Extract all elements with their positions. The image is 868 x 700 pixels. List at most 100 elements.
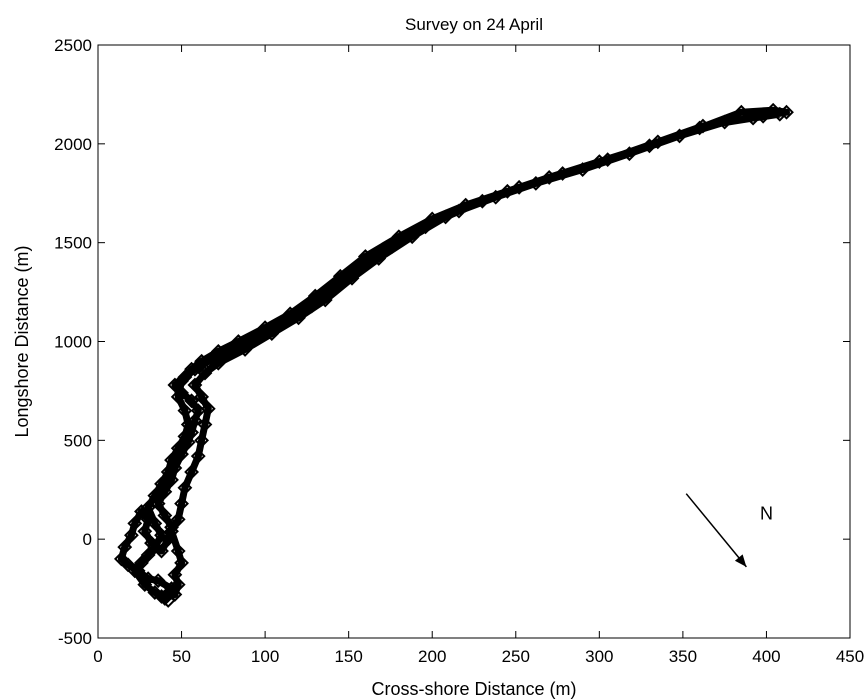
data-point [140, 511, 156, 527]
data-point [371, 251, 387, 266]
y-tick-label: -500 [58, 629, 92, 648]
chart-title: Survey on 24 April [405, 15, 543, 34]
y-tick-label: 2500 [54, 36, 92, 55]
north-arrow-head [734, 554, 747, 567]
data-point [488, 189, 504, 205]
data-point [555, 166, 570, 181]
data-point [167, 567, 183, 583]
data-point [124, 527, 139, 543]
data-point [164, 519, 179, 535]
data-point [184, 361, 199, 377]
data-point [418, 219, 433, 235]
axis-labels: Cross-shore Distance (m) Longshore Dista… [12, 245, 577, 699]
data-point [190, 448, 206, 464]
data-point [147, 515, 163, 531]
data-point [404, 229, 420, 245]
data-point [220, 343, 236, 359]
data-point [424, 211, 440, 227]
data-point [160, 464, 176, 480]
data-point [184, 393, 199, 409]
data-point [717, 114, 733, 130]
data-point [745, 110, 761, 126]
data-point [187, 377, 203, 393]
north-arrow-shaft [685, 493, 747, 568]
data-point [264, 326, 280, 342]
x-tick-label: 50 [172, 647, 191, 666]
data-point [755, 108, 771, 124]
data-point [147, 488, 163, 504]
x-tick-label: 200 [418, 647, 446, 666]
data-point [127, 563, 143, 579]
y-tick-label: 1500 [54, 234, 92, 253]
data-point [772, 106, 788, 122]
data-point [187, 413, 203, 428]
data-point [177, 403, 193, 419]
x-tick-label: 350 [669, 647, 697, 666]
data-point [164, 452, 179, 468]
data-point [672, 128, 687, 144]
data-point [575, 162, 591, 177]
data-point [157, 508, 173, 523]
data-point [357, 249, 373, 264]
data-point [140, 571, 156, 587]
data-point [164, 523, 179, 539]
data-point [344, 270, 360, 286]
x-tick-label: 100 [251, 647, 279, 666]
data-point [317, 292, 333, 308]
data-point [174, 496, 189, 512]
data-point [650, 134, 666, 150]
x-tick-label: 150 [334, 647, 362, 666]
data-point [621, 146, 637, 162]
data-point [167, 587, 183, 602]
data-point [458, 197, 474, 213]
x-axis-label: Cross-shore Distance (m) [371, 679, 576, 699]
x-tick-label: 450 [836, 647, 864, 666]
data-point [117, 539, 133, 555]
survey-track [117, 106, 790, 604]
data-point [137, 523, 153, 539]
data-point [170, 511, 186, 527]
data-point [237, 341, 253, 357]
x-tick-label: 250 [502, 647, 530, 666]
data-point [170, 440, 186, 456]
data-point [307, 288, 323, 304]
data-point [194, 432, 210, 448]
y-axis-label: Longshore Distance (m) [12, 245, 32, 437]
data-point [154, 527, 169, 543]
data-point [140, 500, 156, 515]
data-point [291, 310, 306, 326]
y-tick-label: 2000 [54, 135, 92, 154]
data-point [438, 209, 454, 225]
data-point [154, 476, 169, 492]
data-point [384, 239, 400, 255]
north-label: N [760, 503, 773, 523]
data-point [230, 334, 246, 349]
data-point [174, 373, 189, 389]
data-point [147, 585, 163, 600]
data-point [332, 268, 348, 284]
data-point [194, 389, 210, 405]
data-point [197, 365, 213, 381]
data-point [391, 229, 407, 245]
data-series [113, 102, 794, 608]
axis-ticks: 0 50 100 150 200 250 300 350 400 450-500050010001… [54, 36, 864, 666]
data-point [184, 464, 199, 480]
x-tick-label: 0 [93, 647, 102, 666]
data-point [170, 389, 186, 405]
data-point [187, 361, 203, 377]
data-point [304, 298, 320, 314]
data-point [765, 102, 781, 118]
x-tick-label: 400 [752, 647, 780, 666]
data-point [177, 428, 193, 444]
data-point [249, 330, 265, 345]
data-point [733, 104, 749, 120]
data-point [134, 555, 149, 571]
x-tick-label: 300 [585, 647, 613, 666]
data-point [327, 278, 343, 294]
y-tick-label: 1000 [54, 333, 92, 352]
data-point [174, 555, 189, 571]
data-point [157, 591, 173, 606]
data-point [170, 543, 186, 559]
